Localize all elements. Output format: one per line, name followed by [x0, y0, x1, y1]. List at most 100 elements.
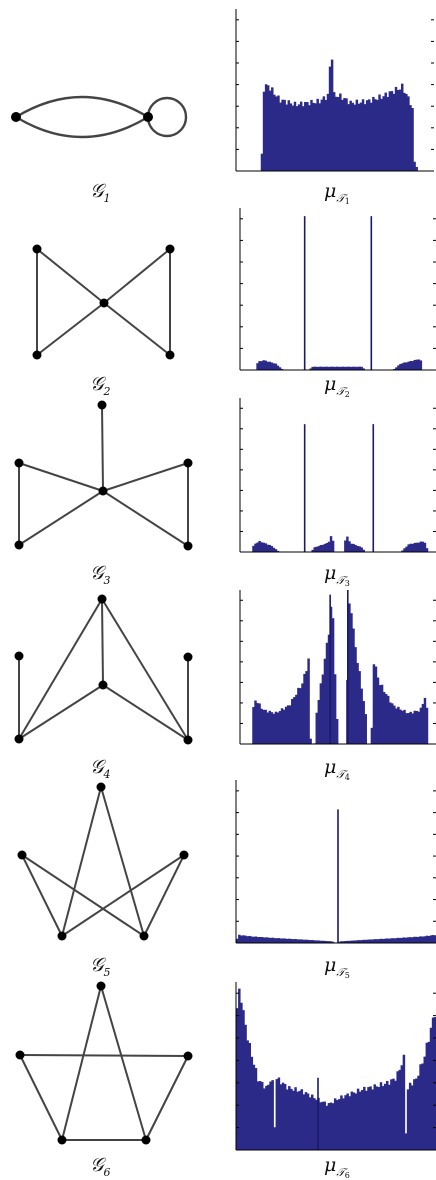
histogram-bar: [306, 102, 309, 171]
histogram-bar: [275, 1079, 279, 1150]
histogram-bar: [244, 935, 247, 943]
histogram-bar: [271, 87, 274, 171]
histogram-bar: [254, 1068, 258, 1150]
graph-nodes: [14, 594, 193, 745]
histogram-bar: [262, 709, 265, 744]
panel-row-3: 𝒢3 μ𝒯3: [0, 396, 436, 590]
histogram-bar: [425, 707, 429, 744]
graph-g3: [14, 400, 193, 551]
histogram-bar: [252, 707, 255, 744]
histogram-bar: [350, 1091, 354, 1150]
histogram-bar: [282, 709, 286, 744]
histogram-bar: [304, 101, 307, 171]
histogram-bar: [369, 939, 372, 943]
histogram-bar: [297, 104, 301, 171]
histogram-bar: [306, 1093, 310, 1150]
histogram-bar: [395, 708, 398, 744]
histogram-bar: [375, 939, 379, 943]
histogram-bar: [303, 673, 306, 744]
histogram-bar: [287, 100, 291, 171]
histogram-bar: [268, 544, 272, 552]
histogram-bar: [348, 603, 351, 744]
histogram-bar: [407, 544, 410, 552]
histogram-bar: [295, 106, 299, 171]
histogram-bar: [333, 366, 337, 370]
histogram-bar: [329, 536, 333, 552]
histogram-bar: [252, 936, 256, 943]
histogram-bar: [370, 727, 374, 744]
histogram-bar: [321, 366, 325, 370]
histogram-bar: [269, 90, 272, 171]
histogram-bar: [319, 545, 323, 552]
histogram-bar: [286, 705, 290, 744]
histogram-bar: [260, 153, 264, 171]
histogram-bar: [421, 541, 425, 552]
histogram-bar: [383, 1083, 387, 1150]
histogram-bar: [401, 363, 404, 370]
histogram-bar: [350, 613, 353, 744]
histogram-bar: [350, 940, 354, 943]
histogram-bar: [423, 542, 427, 552]
histogram-bar: [342, 1098, 345, 1150]
histogram-bar: [371, 1089, 374, 1150]
histogram-bar: [431, 1017, 435, 1150]
histogram-bar: [417, 936, 420, 943]
histogram-bar: [274, 711, 278, 744]
histogram-bar: [413, 936, 416, 943]
histogram-bar: [317, 546, 321, 552]
histogram-bar: [379, 1082, 383, 1150]
histogram-bar: [264, 360, 267, 370]
histogram-bar: [393, 705, 396, 744]
histogram-bar: [417, 1075, 420, 1150]
histogram-bar: [354, 647, 357, 744]
histogram-bar: [356, 545, 359, 552]
histogram-bar: [323, 543, 327, 552]
histogram-bar: [423, 1056, 426, 1150]
histogram-bar: [358, 940, 362, 943]
histogram-bar: [264, 543, 267, 552]
histogram-bar: [381, 938, 385, 943]
histogram-bar: [265, 937, 268, 943]
histogram-bar: [327, 1103, 331, 1150]
histogram-bar: [378, 685, 382, 744]
histogram-bar: [290, 1088, 293, 1150]
histogram-bar: [392, 938, 395, 943]
histogram-bar: [258, 540, 261, 552]
histogram-bar: [265, 1085, 268, 1150]
histogram-bar: [421, 703, 425, 744]
histogram-bars: [256, 359, 423, 370]
graph-node: [143, 112, 153, 122]
histogram-bar: [425, 1042, 429, 1150]
histogram-bar: [275, 938, 279, 943]
histogram-bars: [252, 603, 429, 744]
histogram-bar: [256, 542, 259, 552]
histogram-5: [235, 780, 436, 944]
histogram-bar: [277, 1077, 281, 1150]
histogram-bar: [258, 936, 262, 943]
histogram-bar: [292, 939, 295, 943]
histogram-bar: [323, 940, 326, 943]
histogram-bar: [302, 1094, 306, 1150]
histogram-bar: [261, 937, 264, 943]
histogram-bar: [358, 671, 361, 744]
histogram-bar: [270, 712, 274, 744]
histogram-bar: [272, 363, 276, 370]
histogram-bar: [318, 103, 321, 171]
histogram-bar: [256, 703, 259, 744]
histogram-bar: [413, 1079, 416, 1150]
histogram-bar: [264, 709, 267, 744]
histogram-bar: [256, 1081, 260, 1150]
histogram-bar: [406, 1089, 410, 1150]
graph-edges: [21, 786, 185, 937]
histogram-bar: [280, 708, 284, 744]
histogram-bar: [271, 937, 274, 943]
histogram-bar: [352, 366, 355, 370]
histogram-bar: [267, 1084, 270, 1150]
histogram-bar: [358, 366, 361, 370]
histogram-bar: [405, 362, 408, 370]
histogram-bar: [296, 939, 299, 943]
histogram-bar: [326, 93, 330, 171]
histogram-bar: [294, 1087, 297, 1150]
histogram-bar: [363, 939, 366, 943]
histogram-bar: [411, 543, 414, 552]
